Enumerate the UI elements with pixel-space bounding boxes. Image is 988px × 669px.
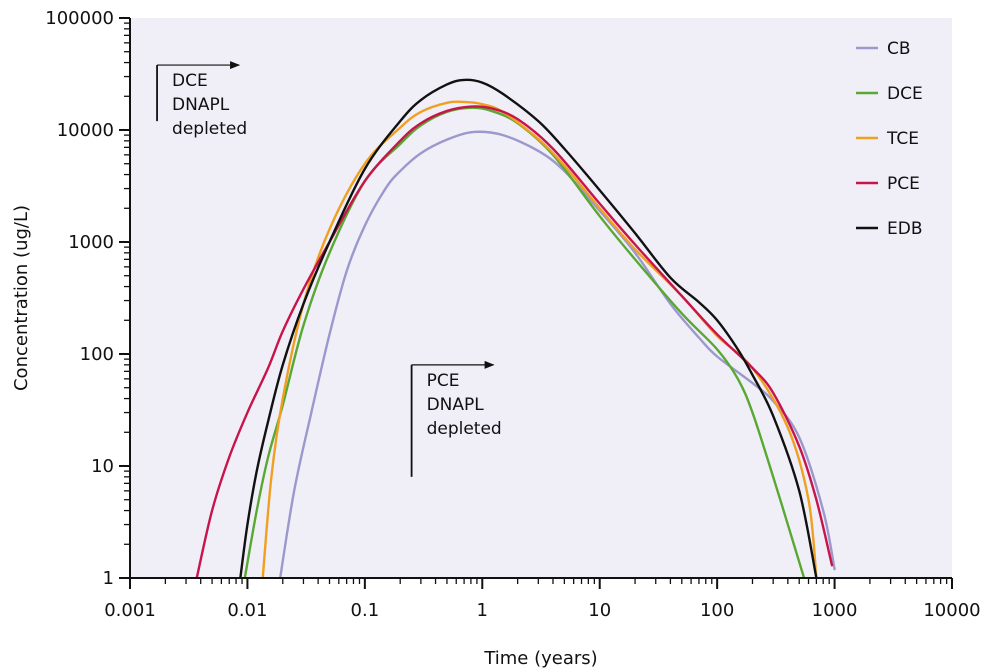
series-layer [195,78,836,578]
series-line-pce [195,105,834,578]
legend-label-cb: CB [887,39,911,59]
annotation-text: PCE [427,371,460,391]
x-tick-label: 1 [477,600,488,621]
y-tick-label: 100000 [45,8,114,29]
x-axis-label: Time (years) [483,648,597,669]
annotation-text: DCE [172,71,208,91]
annotation-text: DNAPL [427,395,485,415]
annotation-text: DNAPL [172,95,230,115]
legend-label-pce: PCE [887,174,920,194]
y-tick-label: 1 [103,568,114,589]
annotation-text: depleted [427,419,502,439]
legend-label-tce: TCE [886,129,919,149]
series-line-cb [278,130,836,578]
y-tick-label: 100 [80,344,114,365]
x-tick-label: 10 [588,600,611,621]
ticks: 0.001 0.01 0.1 1 10 100 1000 10000 1 10 100 1000 100… [45,8,980,621]
axes [129,18,952,579]
x-tick-label: 0.1 [351,600,380,621]
x-tick-label: 100 [700,600,734,621]
y-tick-label: 10 [91,456,114,477]
legend-label-dce: DCE [887,84,923,104]
x-tick-label: 0.01 [227,600,267,621]
legend: CB DCE TCE PCE EDB [856,39,923,239]
annotation-text: depleted [172,119,247,139]
x-tick-label: 0.001 [104,600,156,621]
series-line-edb [239,78,818,578]
series-line-dce [243,106,806,578]
y-axis-label: Concentration (ug/L) [11,205,32,391]
x-tick-label: 1000 [812,600,858,621]
x-tick-label: 10000 [923,600,980,621]
y-tick-label: 10000 [57,120,114,141]
legend-label-edb: EDB [887,219,923,239]
annotations: DCE DNAPL depleted PCE DNAPL depleted [156,61,502,477]
y-tick-label: 1000 [68,232,114,253]
